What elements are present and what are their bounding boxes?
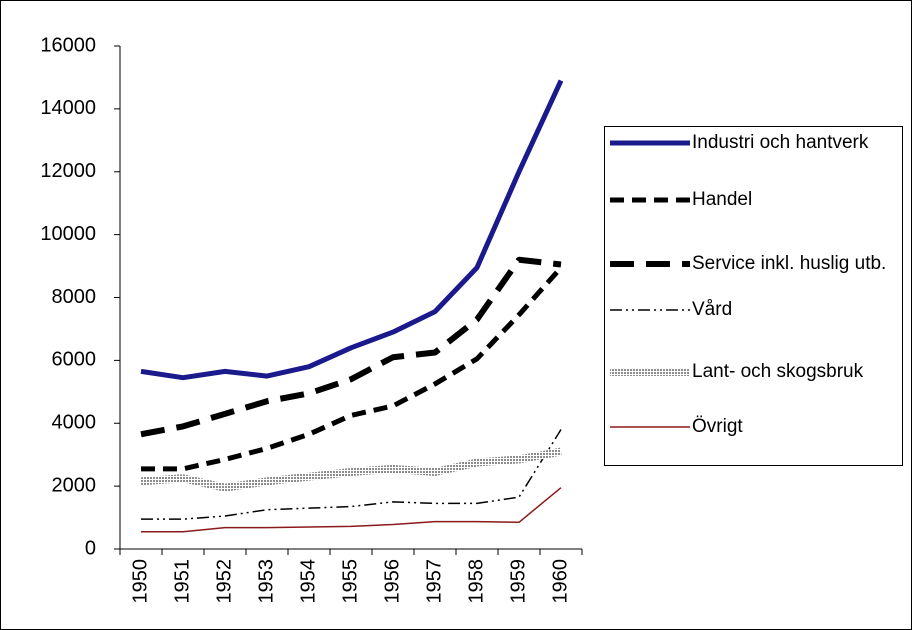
x-tick-label: 1957 <box>423 559 445 604</box>
x-tick-label: 1951 <box>171 559 193 604</box>
y-tick-label: 14000 <box>40 97 96 119</box>
y-tick-label: 4000 <box>52 412 97 434</box>
legend-label: Lant- och skogsbruk <box>692 361 864 382</box>
series-line <box>140 256 562 438</box>
x-tick-label: 1958 <box>465 559 487 604</box>
y-tick-label: 10000 <box>40 223 96 245</box>
x-tick-label: 1955 <box>339 559 361 604</box>
x-tick-label: 1950 <box>129 559 151 604</box>
x-tick-label: 1954 <box>297 559 319 604</box>
legend-label: Övrigt <box>692 416 743 437</box>
x-tick-label: 1952 <box>213 559 235 604</box>
legend-label: Handel <box>692 189 753 210</box>
y-tick-label: 6000 <box>52 349 97 371</box>
y-tick-label: 2000 <box>52 474 97 496</box>
legend-label: Vård <box>692 299 733 320</box>
y-tick-label: 12000 <box>40 160 96 182</box>
series-line <box>140 447 562 492</box>
x-tick-label: 1959 <box>507 559 529 604</box>
y-tick-label: 16000 <box>40 34 96 56</box>
legend-label: Industri och hantverk <box>692 132 869 153</box>
series-line <box>140 79 564 381</box>
x-tick-label: 1956 <box>381 559 403 604</box>
series-line <box>141 487 562 533</box>
y-tick-label: 8000 <box>52 286 97 308</box>
x-tick-label: 1953 <box>255 559 277 604</box>
legend-label: Service inkl. huslig utb. <box>692 253 887 274</box>
y-tick-label: 0 <box>85 537 96 559</box>
x-tick-label: 1960 <box>549 559 571 604</box>
legend-box <box>604 126 903 466</box>
series-line <box>141 265 563 472</box>
